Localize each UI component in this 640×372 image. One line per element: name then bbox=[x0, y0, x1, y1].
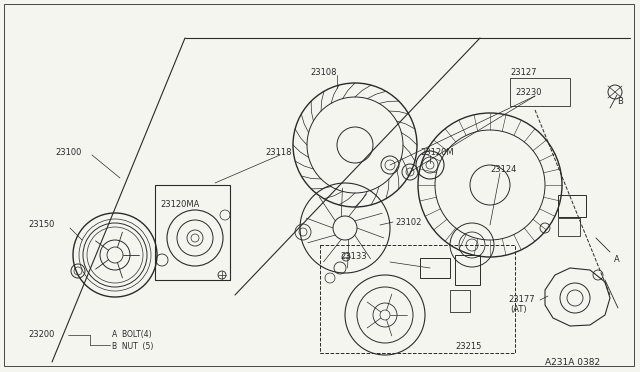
Text: 23100: 23100 bbox=[55, 148, 81, 157]
Text: 23120M: 23120M bbox=[420, 148, 454, 157]
Text: 23120MA: 23120MA bbox=[160, 200, 200, 209]
Text: B  NUT  (5): B NUT (5) bbox=[112, 342, 154, 351]
Text: B: B bbox=[617, 97, 623, 106]
Text: 23127: 23127 bbox=[510, 68, 536, 77]
Text: A  BOLT(4): A BOLT(4) bbox=[112, 330, 152, 339]
Text: 23150: 23150 bbox=[28, 220, 54, 229]
Bar bbox=[450, 290, 470, 312]
Text: 23118: 23118 bbox=[265, 148, 291, 157]
Bar bbox=[155, 185, 230, 280]
Text: 23230: 23230 bbox=[515, 88, 541, 97]
Bar bbox=[510, 78, 570, 106]
Bar bbox=[558, 218, 580, 236]
Text: 23215: 23215 bbox=[455, 342, 481, 351]
Text: 23177: 23177 bbox=[508, 295, 534, 304]
Bar bbox=[455, 255, 480, 285]
Text: 23200: 23200 bbox=[28, 330, 54, 339]
Text: 23124: 23124 bbox=[490, 165, 516, 174]
Bar bbox=[558, 195, 586, 217]
Text: (AT): (AT) bbox=[510, 305, 527, 314]
Bar bbox=[420, 258, 450, 278]
Text: 23108: 23108 bbox=[310, 68, 337, 77]
Text: A231A 0382: A231A 0382 bbox=[545, 358, 600, 367]
Bar bbox=[320, 245, 515, 353]
Text: 23102: 23102 bbox=[395, 218, 421, 227]
Text: A: A bbox=[614, 255, 620, 264]
Text: 23133: 23133 bbox=[340, 252, 367, 261]
